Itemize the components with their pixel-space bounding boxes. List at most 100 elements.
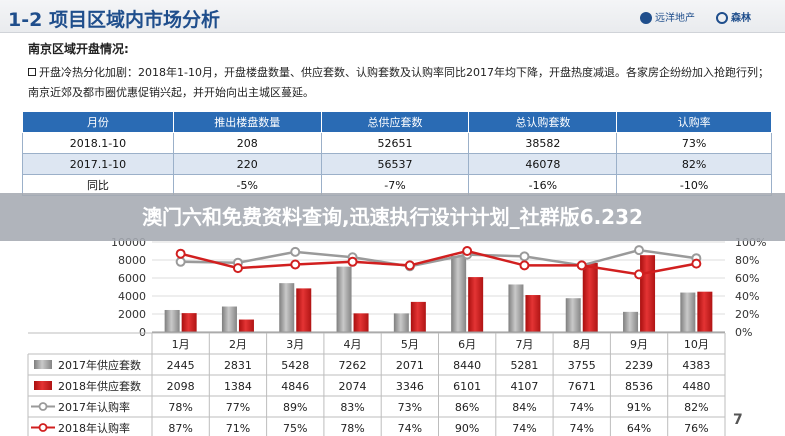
overlay-banner-text: 澳门六和免费资料查询,迅速执行设计计划_社群版6.232 — [142, 205, 643, 229]
page-title: 1-2 项目区域内市场分析 — [8, 9, 220, 31]
x-axis-category-label: 7月 — [515, 338, 533, 351]
data-label: 64% — [627, 422, 651, 435]
brand-ring-icon — [716, 12, 728, 24]
table-cell: 73% — [616, 132, 772, 154]
bar-2017-supply — [221, 306, 237, 332]
bar-2017-supply — [680, 292, 696, 332]
data-label: 90% — [455, 422, 479, 435]
data-label: 84% — [512, 401, 536, 414]
line-point-2018-rate — [347, 256, 358, 267]
data-label: 74% — [512, 422, 536, 435]
x-axis-category-label: 2月 — [229, 338, 247, 351]
bar-2017-supply — [508, 284, 524, 332]
table-cell: 2018.1-10 — [22, 132, 174, 154]
bar-2018-supply — [697, 291, 713, 332]
slide-header: 1-2 项目区域内市场分析 远洋地产 森林 — [0, 0, 785, 33]
brand-logo-right-text: 森林 — [731, 13, 751, 24]
x-axis-category-label: 8月 — [573, 338, 591, 351]
bar-2018-supply — [238, 319, 254, 332]
data-label: 4383 — [682, 359, 710, 372]
data-label: 2445 — [167, 359, 195, 372]
data-label: 2239 — [625, 359, 653, 372]
brand-mark-icon — [640, 12, 652, 24]
table-cell: 2017.1-10 — [22, 153, 174, 175]
data-label: 8536 — [625, 380, 653, 393]
data-label: 7671 — [568, 380, 596, 393]
table-row: 2018.1-10 208 52651 38582 73% — [22, 132, 772, 154]
line-point-2018-rate — [404, 260, 415, 271]
legend-swatch — [34, 360, 52, 369]
line-point-2018-rate — [519, 260, 530, 271]
data-label: 83% — [340, 401, 364, 414]
line-point-2018-rate — [691, 258, 702, 269]
x-axis-category-label: 6月 — [458, 338, 476, 351]
data-label: 7262 — [339, 359, 367, 372]
summary-table: 月份 推出楼盘数量 总供应套数 总认购套数 认购率 2018.1-10 208 … — [22, 111, 772, 196]
data-label: 73% — [398, 401, 422, 414]
data-label: 89% — [283, 401, 307, 414]
right-axis-tick-label: 80% — [735, 254, 759, 267]
bar-2017-supply — [565, 298, 581, 332]
x-axis-category-label: 4月 — [344, 338, 362, 351]
bar-2017-supply — [451, 256, 467, 332]
table-row: 同比 -5% -7% -16% -10% — [22, 174, 772, 196]
legend-marker — [38, 423, 48, 432]
square-bullet-icon — [28, 68, 36, 76]
data-label: 74% — [570, 401, 594, 414]
bar-2018-supply — [353, 313, 369, 332]
data-label: 2831 — [224, 359, 252, 372]
x-axis-category-label: 3月 — [286, 338, 304, 351]
data-label: 91% — [627, 401, 651, 414]
table-header-row: 月份 推出楼盘数量 总供应套数 总认购套数 认购率 — [22, 111, 772, 133]
data-label: 87% — [168, 422, 192, 435]
data-label: 4480 — [682, 380, 710, 393]
x-axis-category-label: 5月 — [401, 338, 419, 351]
data-label: 71% — [226, 422, 250, 435]
data-label: 1384 — [224, 380, 252, 393]
table-cell: 208 — [172, 132, 322, 154]
table-cell: 56537 — [320, 153, 470, 175]
bar-2018-supply — [640, 255, 656, 332]
left-axis-tick-label: 4000 — [118, 290, 146, 303]
bar-2017-supply — [164, 309, 180, 332]
data-label: 3755 — [568, 359, 596, 372]
data-label: 5281 — [510, 359, 538, 372]
legend-label: 2017年认购率 — [58, 400, 130, 414]
data-label: 78% — [340, 422, 364, 435]
left-axis-tick-label: 2000 — [118, 308, 146, 321]
line-point-2018-rate — [232, 263, 243, 274]
line-point-2018-rate — [175, 248, 186, 259]
bar-2018-supply — [582, 262, 598, 332]
table-header-cell: 总供应套数 — [320, 111, 470, 133]
data-label: 75% — [283, 422, 307, 435]
bar-2018-supply — [296, 288, 312, 332]
x-axis-category-label: 1月 — [172, 338, 190, 351]
table-cell: 46078 — [468, 153, 618, 175]
legend-label: 2017年供应套数 — [58, 358, 141, 372]
data-label: 86% — [455, 401, 479, 414]
bullet-paragraph: 开盘冷热分化加剧：2018年1-10月，开盘楼盘数量、供应套数、认购套数及认购率… — [28, 63, 773, 103]
data-label: 8440 — [453, 359, 481, 372]
data-label: 74% — [398, 422, 422, 435]
data-label: 74% — [570, 422, 594, 435]
bar-2018-supply — [468, 277, 484, 332]
monthly-chart: 1000080006000400020000100%80%60%40%20%0%… — [27, 236, 766, 436]
left-axis-tick-label: 6000 — [118, 272, 146, 285]
data-label: 2074 — [339, 380, 367, 393]
data-label: 76% — [684, 422, 708, 435]
data-label: 4107 — [510, 380, 538, 393]
page-number: 7 — [733, 412, 743, 428]
bar-2018-supply — [525, 295, 541, 332]
right-axis-tick-label: 20% — [735, 308, 759, 321]
bar-2018-supply — [410, 301, 426, 332]
table-cell: 38582 — [468, 132, 618, 154]
table-header-cell: 总认购套数 — [468, 111, 618, 133]
table-cell: 52651 — [320, 132, 470, 154]
data-label: 2071 — [396, 359, 424, 372]
legend-label: 2018年认购率 — [58, 421, 130, 435]
legend-label: 2018年供应套数 — [58, 379, 141, 393]
table-row: 2017.1-10 220 56537 46078 82% — [22, 153, 772, 175]
x-axis-category-label: 9月 — [630, 338, 648, 351]
brand-logo-left-text: 远洋地产 — [655, 13, 695, 24]
data-label: 6101 — [453, 380, 481, 393]
